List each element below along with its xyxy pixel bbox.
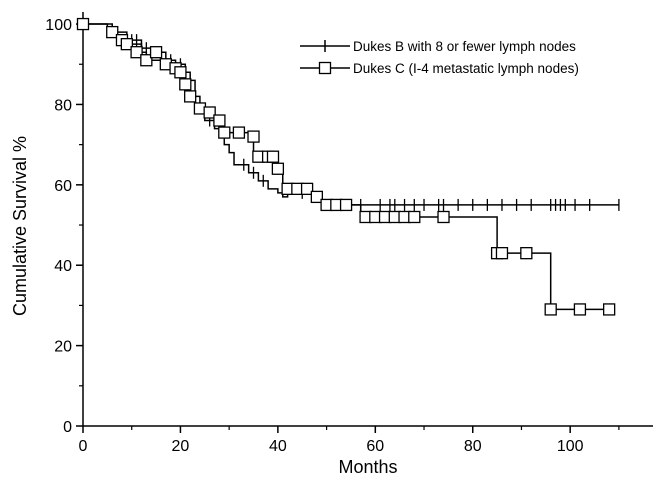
series-dukes-c-marker-37 bbox=[495, 247, 509, 260]
series-dukes-c-marker-24 bbox=[300, 182, 314, 196]
series-dukes-c-marker-20 bbox=[266, 150, 280, 163]
legend: Dukes B with 8 or fewer lymph nodes Duke… bbox=[300, 39, 579, 76]
series-dukes-c-marker-14 bbox=[213, 114, 226, 127]
series-dukes-c-marker-41 bbox=[603, 303, 616, 316]
x-tick-label-20: 20 bbox=[172, 438, 190, 455]
legend-label-dukes-b: Dukes B with 8 or fewer lymph nodes bbox=[353, 39, 576, 54]
series-dukes-c-marker-13 bbox=[203, 106, 216, 119]
legend-label-dukes-c: Dukes C (I-4 metastatic lymph nodes) bbox=[353, 61, 579, 76]
y-tick-label-40: 40 bbox=[54, 258, 72, 275]
x-tick-label-60: 60 bbox=[366, 438, 384, 455]
legend-swatch-dukes-c-square bbox=[318, 61, 332, 75]
x-tick-label-40: 40 bbox=[269, 438, 287, 455]
series-layer bbox=[76, 17, 620, 316]
x-tick-label-0: 0 bbox=[79, 438, 88, 455]
series-dukes-c-marker-10 bbox=[179, 78, 192, 91]
series-dukes-c-marker-1 bbox=[106, 25, 119, 39]
series-dukes-c-marker-11 bbox=[184, 90, 197, 103]
series-dukes-c-marker-3 bbox=[120, 38, 133, 51]
series-dukes-c-marker-34 bbox=[408, 210, 421, 224]
plot-axes: 0 20 40 60 80 100 0 20 40 60 80 100 bbox=[45, 12, 653, 455]
series-dukes-c-marker-0 bbox=[76, 17, 90, 31]
series-dukes-c-marker-38 bbox=[520, 247, 533, 260]
x-axis-title: Months bbox=[338, 457, 397, 477]
y-tick-label-20: 20 bbox=[54, 339, 72, 356]
series-dukes-c-marker-28 bbox=[339, 198, 353, 212]
series-dukes-c-marker-21 bbox=[271, 162, 285, 175]
series-dukes-c-marker-5 bbox=[140, 54, 153, 67]
y-tick-label-0: 0 bbox=[63, 419, 72, 436]
series-dukes-c-marker-16 bbox=[232, 126, 246, 139]
x-tick-label-80: 80 bbox=[464, 438, 482, 455]
series-dukes-c-marker-9 bbox=[174, 66, 187, 79]
series-dukes-c-marker-40 bbox=[573, 303, 587, 316]
y-axis-title: Cumulative Survival % bbox=[10, 136, 30, 316]
series-dukes-c-marker-4 bbox=[130, 46, 143, 59]
series-dukes-c-marker-17 bbox=[247, 130, 260, 143]
y-tick-label-80: 80 bbox=[54, 97, 72, 114]
y-tick-label-60: 60 bbox=[54, 178, 72, 195]
y-tick-label-100: 100 bbox=[45, 17, 72, 34]
series-dukes-c-marker-25 bbox=[310, 190, 323, 204]
series-dukes-c-marker-39 bbox=[544, 303, 557, 316]
series-dukes-c-marker-15 bbox=[218, 126, 231, 139]
x-tick-label-100: 100 bbox=[557, 438, 584, 455]
series-dukes-c-marker-35 bbox=[437, 210, 450, 224]
series-dukes-c-marker-6 bbox=[149, 46, 163, 59]
